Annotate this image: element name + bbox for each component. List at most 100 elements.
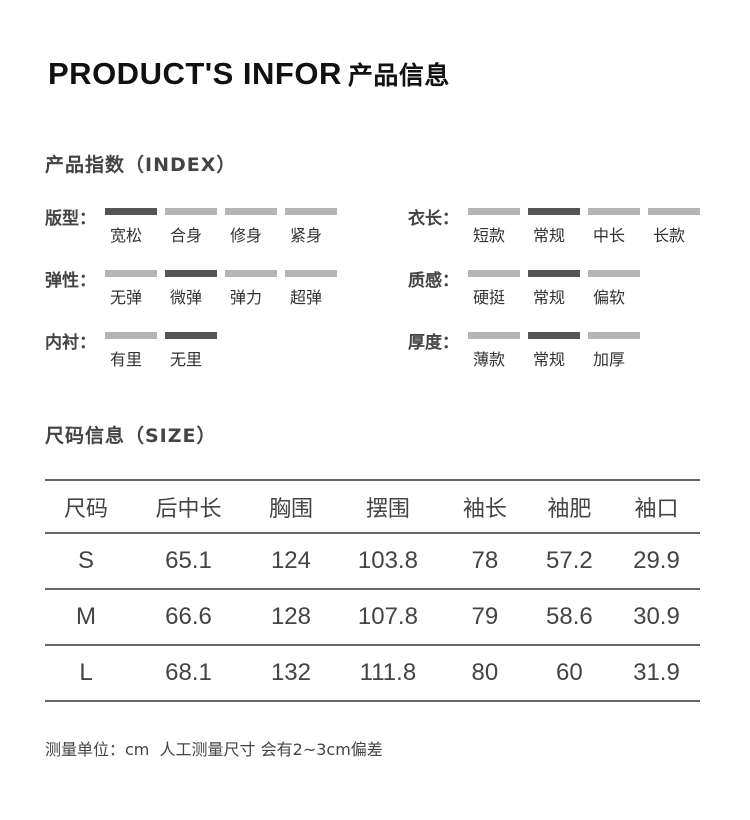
table-cell: 128 — [270, 603, 311, 630]
column-header: 胸围 — [268, 496, 313, 522]
index-heading: 产品指数（INDEX） — [45, 154, 237, 176]
selected-bar — [528, 270, 580, 277]
option-label: 合身 — [170, 226, 203, 245]
table-cell: 31.9 — [633, 659, 680, 686]
table-cell: 79 — [471, 603, 499, 630]
table-cell: 58.6 — [546, 603, 593, 630]
option-label: 修身 — [230, 226, 263, 245]
option-label: 超弹 — [290, 288, 323, 307]
attribute-option: 宽松 — [105, 208, 157, 245]
column-header: 摆围 — [365, 496, 410, 522]
attribute-label: 版型： — [45, 209, 96, 229]
attribute-option: 常规 — [528, 270, 580, 307]
attribute-option: 短款 — [468, 208, 520, 245]
selected-bar — [528, 208, 580, 215]
option-label: 常规 — [533, 288, 566, 307]
attribute-option: 合身 — [165, 208, 217, 245]
column-header: 袖肥 — [547, 496, 592, 522]
attribute-option: 硬挺 — [468, 270, 520, 307]
table-row: S 65.1 124 103.8 78 57.2 29.9 — [45, 533, 700, 589]
table-cell: 107.8 — [357, 603, 418, 630]
page-title: PRODUCT'S INFOR 产品信息 — [48, 56, 450, 92]
option-label: 微弹 — [170, 288, 203, 307]
table-row: M 66.6 128 107.8 79 58.6 30.9 — [45, 589, 700, 645]
bar — [105, 332, 157, 339]
bar — [588, 332, 640, 339]
selected-bar — [528, 332, 580, 339]
attribute-option: 紧身 — [285, 208, 337, 245]
attribute-option: 常规 — [528, 208, 580, 245]
table-cell: 30.9 — [633, 603, 680, 630]
title-cn: 产品信息 — [347, 62, 450, 90]
table-cell: 68.1 — [165, 659, 212, 686]
selected-bar — [165, 270, 217, 277]
table-cell: S — [77, 547, 94, 574]
table-cell: 29.9 — [633, 547, 680, 574]
table-cell: 78 — [471, 547, 499, 574]
table-cell: 65.1 — [165, 547, 212, 574]
option-label: 偏软 — [593, 288, 626, 307]
size-heading: 尺码信息（SIZE） — [45, 425, 217, 447]
table-cell: 60 — [556, 659, 583, 686]
option-label: 有里 — [110, 350, 143, 369]
column-header: 袖口 — [634, 496, 679, 522]
option-label: 长款 — [653, 226, 686, 245]
option-label: 无弹 — [110, 288, 143, 307]
selected-bar — [105, 208, 157, 215]
title-en: PRODUCT'S INFOR — [48, 56, 342, 91]
attribute-label: 内衬： — [45, 333, 96, 353]
attribute-option: 长款 — [648, 208, 700, 245]
attribute-option: 无弹 — [105, 270, 157, 307]
attribute-option: 薄款 — [468, 332, 520, 369]
attribute-option: 无里 — [165, 332, 217, 369]
option-label: 常规 — [533, 226, 566, 245]
attribute-option: 偏软 — [588, 270, 640, 307]
table-cell: M — [76, 603, 96, 630]
attribute-option: 常规 — [528, 332, 580, 369]
option-label: 常规 — [533, 350, 566, 369]
attribute-option: 中长 — [588, 208, 640, 245]
column-header: 袖长 — [462, 496, 507, 522]
attribute-label: 衣长： — [408, 209, 459, 229]
table-cell: 57.2 — [546, 547, 593, 574]
attribute-option: 弹力 — [225, 270, 277, 307]
table-cell: 103.8 — [357, 547, 418, 574]
selected-bar — [165, 332, 217, 339]
bar — [468, 332, 520, 339]
option-label: 无里 — [170, 350, 203, 369]
size-table: 尺码 后中长 胸围 摆围 袖长 袖肥 袖口 S 65.1 124 103.8 78 57.2 29.9 M 6… — [45, 479, 700, 702]
column-header: 尺码 — [63, 496, 108, 522]
option-label: 硬挺 — [473, 288, 506, 307]
option-label: 弹力 — [230, 288, 263, 307]
table-row: L 68.1 132 111.8 80 60 31.9 — [45, 645, 700, 701]
attribute-option: 有里 — [105, 332, 157, 369]
bar — [588, 270, 640, 277]
bar — [105, 270, 157, 277]
option-label: 薄款 — [473, 350, 506, 369]
footnote: 测量单位：cm 人工测量尺寸 会有2~3cm偏差 — [45, 740, 383, 759]
column-header: 后中长 — [155, 496, 222, 522]
table-cell: 80 — [471, 659, 499, 686]
attribute-label: 厚度： — [408, 333, 459, 353]
option-label: 短款 — [473, 226, 506, 245]
bar — [285, 270, 337, 277]
bar — [468, 208, 520, 215]
table-cell: 66.6 — [165, 603, 212, 630]
table-cell: 111.8 — [359, 659, 417, 686]
table-cell: 124 — [270, 547, 311, 574]
attribute-option: 修身 — [225, 208, 277, 245]
table-cell: 132 — [270, 659, 311, 686]
bar — [468, 270, 520, 277]
attribute-label: 弹性： — [45, 271, 96, 291]
option-label: 中长 — [593, 226, 626, 245]
bar — [285, 208, 337, 215]
bar — [225, 270, 277, 277]
bar — [588, 208, 640, 215]
option-label: 紧身 — [290, 226, 323, 245]
attribute-option: 微弹 — [165, 270, 217, 307]
option-label: 宽松 — [110, 226, 143, 245]
bar — [648, 208, 700, 215]
attribute-option: 加厚 — [588, 332, 640, 369]
option-label: 加厚 — [593, 350, 626, 369]
attribute-label: 质感： — [408, 271, 459, 291]
